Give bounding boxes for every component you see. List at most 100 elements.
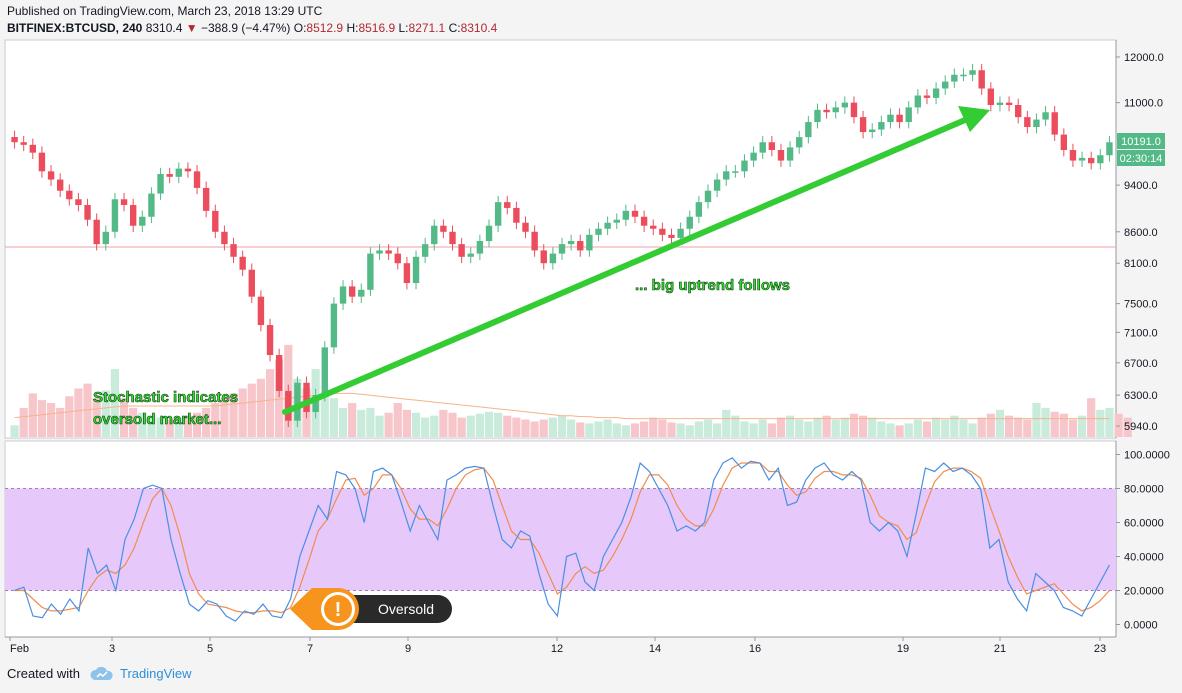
candle-body	[969, 70, 976, 75]
volume-bar	[603, 419, 612, 437]
candle-body	[385, 250, 392, 254]
candle-body	[193, 171, 201, 188]
volume-bar	[1096, 409, 1105, 437]
price-pane[interactable]	[4, 39, 1117, 439]
candle-body	[330, 303, 338, 348]
volume-bar	[119, 398, 129, 437]
candle-body	[513, 207, 520, 223]
candle-body	[1106, 142, 1113, 156]
candle-body	[732, 171, 739, 173]
symbol-label[interactable]: BITFINEX:BTCUSD, 240	[7, 21, 143, 35]
candle-body	[20, 142, 27, 145]
price-tick-label: 8100.0	[1124, 258, 1158, 270]
volume-bar	[211, 403, 220, 437]
volume-bar	[1059, 413, 1068, 437]
candles	[11, 63, 1113, 428]
volume-bar	[950, 415, 959, 437]
candle-body	[668, 234, 675, 238]
volume-bar	[840, 417, 849, 437]
volume-bar	[804, 421, 813, 437]
tradingview-link[interactable]: TradingView	[119, 666, 192, 681]
volume-bar	[877, 421, 886, 437]
volume-bar	[740, 421, 749, 437]
candle-body	[805, 122, 812, 138]
candle-body	[139, 216, 146, 226]
volume-bar	[758, 419, 767, 437]
candle-body	[239, 256, 246, 270]
volume-bar	[749, 423, 758, 437]
volume-bar	[110, 369, 120, 437]
volume-bar	[275, 359, 284, 437]
volume-bar	[676, 423, 685, 437]
candle-body	[339, 286, 347, 304]
candle-body	[814, 109, 821, 123]
stochastic-band	[5, 488, 1116, 591]
volume-bar	[959, 419, 968, 437]
candle-body	[951, 74, 958, 82]
volume-bar	[338, 407, 348, 437]
uptrend-note: ... big uptrend follows	[635, 277, 790, 294]
volume-bar	[1014, 417, 1023, 437]
volume-bar	[594, 421, 603, 437]
close-value: 8310.4	[460, 21, 498, 35]
candle-body	[1005, 102, 1013, 106]
volume-bar	[585, 423, 594, 437]
stoch-tick-label: 60.0000	[1124, 518, 1164, 530]
stochastic-axis-ticks: 100.0000 80.0000 60.0000 40.0000 20.0000 0.00…	[1116, 450, 1170, 632]
candle-body	[1042, 112, 1049, 120]
candle-body	[932, 88, 940, 98]
candle-body	[531, 231, 538, 251]
price-change: −388.9 (−4.47%)	[200, 21, 291, 35]
chart-header: Published on TradingView.com, March 23, …	[7, 3, 497, 37]
candle-body	[914, 95, 922, 108]
volume-bar	[138, 412, 147, 437]
candle-body	[741, 160, 748, 172]
candle-body	[887, 114, 894, 123]
volume-bar	[265, 369, 275, 437]
candle-body	[166, 174, 173, 177]
candle-body	[1024, 117, 1031, 128]
candle-body	[102, 231, 109, 245]
volume-bar	[411, 412, 421, 437]
candle-body	[476, 241, 484, 254]
candle-body	[266, 325, 274, 356]
volume-bar	[129, 407, 138, 437]
candle-body	[1033, 119, 1040, 128]
candle-body	[285, 390, 292, 421]
volume-bar	[174, 417, 183, 437]
candle-body	[412, 256, 420, 284]
volume-bar	[1077, 415, 1087, 437]
candle-body	[421, 244, 429, 257]
candle-body	[376, 250, 383, 254]
candle-body	[303, 382, 310, 413]
volume-bar	[904, 423, 913, 437]
candle-body	[75, 199, 82, 206]
volume-bar	[512, 417, 521, 437]
volume-bar	[1041, 407, 1050, 437]
volume-bar	[74, 388, 83, 437]
chart-canvas[interactable]: 12000.011000.09400.08600.08100.07500.071…	[0, 0, 1182, 660]
candle-body	[485, 225, 493, 242]
low-value: 8271.1	[408, 21, 446, 35]
candle-body	[987, 88, 995, 106]
volume-bar	[475, 413, 484, 437]
volume-bar	[320, 393, 329, 437]
published-line: Published on TradingView.com, March 23, …	[7, 4, 323, 18]
tradingview-cloud-icon	[90, 666, 113, 680]
volume-bar	[539, 419, 548, 437]
volume-bar	[795, 419, 804, 437]
time-tick-label: 14	[649, 643, 661, 655]
volume-bar	[977, 417, 986, 437]
candle-body	[1069, 150, 1077, 161]
volume-bar	[922, 421, 932, 437]
footer: Created with TradingView	[7, 666, 192, 681]
volume-bar	[101, 390, 110, 437]
high-value: 8516.9	[358, 21, 396, 35]
price-tick-label: 12000.0	[1124, 52, 1164, 64]
time-tick-label: 3	[109, 643, 115, 655]
candle-body	[66, 190, 73, 200]
volume-bar	[256, 378, 266, 437]
volume-bar	[1105, 407, 1114, 437]
oversold-badge[interactable]: ! Oversold	[290, 588, 452, 630]
alert-icon: !	[335, 599, 342, 621]
